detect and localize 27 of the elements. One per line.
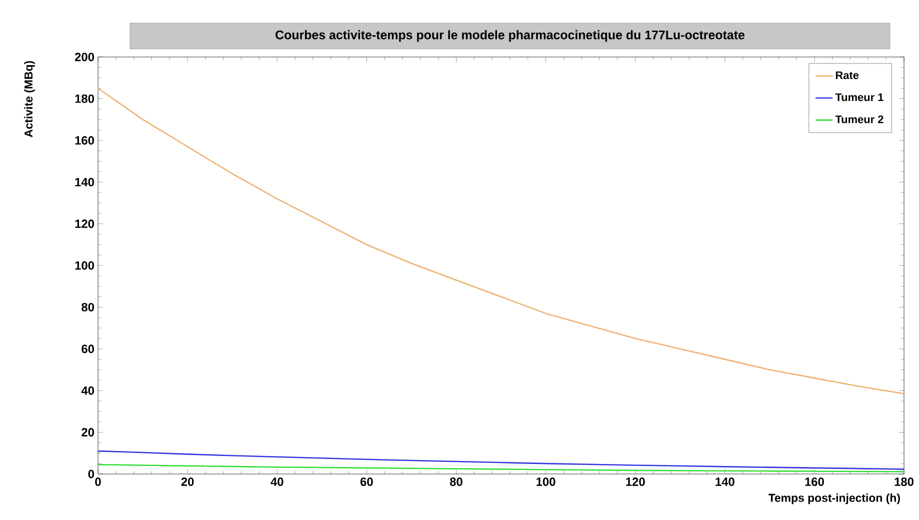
y-tick-label: 60 <box>82 344 94 354</box>
y-tick-label: 200 <box>74 52 94 62</box>
x-axis-title: Temps post-injection (h) <box>768 494 900 504</box>
y-tick-label: 40 <box>81 386 94 395</box>
y-tick-label: 20 <box>82 428 94 437</box>
x-tick-label: 120 <box>626 478 645 486</box>
x-tick-label: 0 <box>95 478 101 486</box>
y-axis-title: Activite (MBq) <box>24 61 35 138</box>
chart-title: Courbes activite-temps pour le modele pharmacocinetique du 177Lu-octreotate <box>276 30 744 42</box>
y-tick-label: 0 <box>88 470 94 478</box>
y-tick-label: 140 <box>75 178 94 186</box>
legend-label: Tumeur 2 <box>835 115 884 124</box>
x-tick-label: 100 <box>536 478 556 486</box>
x-tick-label: 20 <box>181 478 194 486</box>
x-tick-label: 140 <box>716 478 734 486</box>
y-tick-label: 160 <box>75 136 94 145</box>
x-tick-label: 40 <box>270 478 284 486</box>
x-tick-label: 60 <box>360 478 373 486</box>
legend-label: Tumeur 1 <box>835 93 884 102</box>
x-tick-label: 180 <box>894 478 914 486</box>
y-tick-label: 120 <box>75 220 94 228</box>
x-tick-label: 80 <box>450 478 462 486</box>
y-tick-label: 180 <box>75 94 94 103</box>
y-tick-label: 80 <box>82 302 94 312</box>
y-tick-label: 100 <box>75 261 94 270</box>
x-tick-label: 160 <box>805 478 824 486</box>
legend-label: Rate <box>836 71 859 80</box>
